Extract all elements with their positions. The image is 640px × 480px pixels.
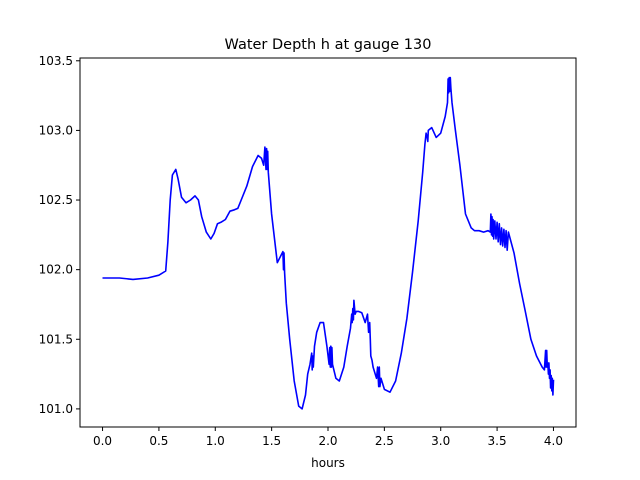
plot-area [102,76,555,410]
x-tick-label: 4.0 [544,434,563,448]
series-line [102,76,555,410]
x-tick-label: 2.0 [318,434,337,448]
x-tick-label: 0.5 [149,434,168,448]
x-tick-label: 1.5 [262,434,281,448]
y-tick-label: 103.0 [39,123,73,137]
y-tick-label: 103.5 [39,54,73,68]
y-tick-label: 101.5 [39,332,73,346]
y-tick-label: 102.5 [39,193,73,207]
x-tick-label: 2.5 [375,434,394,448]
y-axis: 101.0 101.5 102.0 102.5 103.0 103.5 [39,54,80,416]
chart-title: Water Depth h at gauge 130 [225,37,432,53]
y-tick-label: 101.0 [39,402,73,416]
y-tick-label: 102.0 [39,263,73,277]
x-axis: 0.0 0.5 1.0 1.5 2.0 2.5 3.0 3.5 4.0 [93,427,563,448]
plot-frame [79,57,577,428]
x-tick-label: 3.5 [488,434,507,448]
x-axis-label: hours [311,456,345,470]
x-tick-label: 3.0 [431,434,450,448]
x-tick-label: 1.0 [206,434,225,448]
x-tick-label: 0.0 [93,434,112,448]
